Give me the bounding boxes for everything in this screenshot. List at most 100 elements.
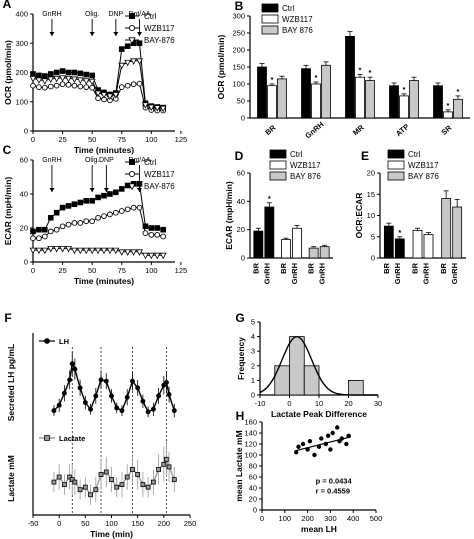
- injection-arrowhead: [137, 32, 142, 36]
- data-point: [148, 225, 155, 231]
- bar: [319, 246, 330, 259]
- significance-marker: *: [268, 194, 271, 203]
- bar: [267, 85, 277, 119]
- legend-swatch: [387, 160, 405, 170]
- injection-label: DNP: [99, 157, 114, 164]
- data-point: [112, 92, 120, 99]
- data-point: [106, 93, 114, 100]
- bar: [394, 238, 405, 259]
- data-point: [130, 467, 135, 472]
- gaussian-fit: [259, 335, 378, 396]
- panel-label: F: [4, 311, 11, 325]
- injection-label: Rot/AA: [128, 11, 151, 18]
- injection-arrowhead: [49, 32, 55, 36]
- data-point: [154, 225, 161, 231]
- data-point: [82, 78, 90, 85]
- data-point: [154, 231, 161, 238]
- y-tick-label: 20: [20, 224, 28, 233]
- category-label: MR: [351, 123, 366, 138]
- x-tick-label: -50: [28, 519, 39, 528]
- legend-label: Ctrl: [290, 150, 303, 159]
- bar-label: BR: [307, 262, 316, 273]
- data-point: [171, 408, 177, 414]
- y-tick-label: 40: [237, 197, 245, 206]
- data-point: [59, 245, 67, 253]
- legend-label: WZB117: [290, 161, 321, 170]
- injection-label: GnRH: [42, 157, 61, 164]
- data-point: [51, 408, 57, 414]
- data-point: [83, 84, 90, 90]
- data-point: [130, 58, 138, 65]
- bar: [409, 80, 419, 119]
- legend-label: WZB117: [282, 15, 313, 24]
- x-tick-label: 20: [344, 399, 352, 408]
- bar: [433, 85, 443, 119]
- data-point: [41, 233, 48, 240]
- bar: [452, 206, 463, 259]
- x-axis-label: Time (min): [90, 529, 133, 539]
- x-tick-label: 100: [105, 519, 118, 528]
- panel-label: C: [3, 143, 12, 157]
- y-axis-label: ECAR (mpH/min): [3, 177, 13, 246]
- data-point: [130, 204, 137, 211]
- data-point: [112, 247, 120, 255]
- legend-label: Lactate: [59, 434, 85, 443]
- data-point: [136, 249, 143, 256]
- data-point: [107, 191, 113, 197]
- scatter-point: [300, 441, 306, 447]
- data-point: [118, 249, 126, 256]
- data-point: [129, 378, 135, 384]
- data-point: [145, 409, 151, 415]
- bar: [389, 85, 399, 119]
- data-point: [107, 211, 113, 218]
- bar: [443, 111, 453, 119]
- bar-label: BR: [251, 262, 260, 273]
- data-point: [47, 228, 54, 235]
- y-tick-label: 140: [244, 429, 257, 438]
- y-tick-label: 4: [251, 332, 255, 341]
- x-tick-label: 50: [88, 135, 96, 144]
- data-point: [140, 398, 146, 404]
- data-point: [71, 220, 78, 226]
- x-tick-label: 50: [81, 519, 89, 528]
- data-point: [106, 247, 114, 255]
- x-tick-label: 125: [175, 135, 188, 144]
- data-point: [62, 482, 67, 488]
- data-point: [135, 385, 141, 391]
- bar: [365, 80, 375, 119]
- y-tick-label: 20: [249, 495, 257, 504]
- data-point: [114, 405, 120, 411]
- data-point: [77, 83, 84, 90]
- data-point: [159, 105, 167, 113]
- scatter-point: [296, 444, 301, 449]
- y-axis-label-bottom: Lactate mM: [6, 455, 16, 502]
- x-tick-label: 0: [31, 135, 35, 144]
- bar: [453, 98, 463, 119]
- bar: [321, 64, 331, 119]
- x-tick-label: 75: [118, 266, 126, 275]
- x-tick-label: 10: [315, 399, 323, 408]
- legend-marker: [128, 183, 136, 191]
- y-axis-label: Frequency: [236, 337, 246, 380]
- data-point: [41, 78, 49, 85]
- bar-label: BR: [382, 262, 391, 273]
- data-point: [135, 472, 141, 477]
- data-point: [51, 479, 57, 485]
- data-point: [76, 77, 84, 84]
- data-point: [89, 197, 95, 204]
- data-point: [118, 46, 125, 52]
- injection-arrowhead: [49, 188, 55, 192]
- data-point: [150, 479, 156, 485]
- y-tick-label: 0: [241, 254, 245, 263]
- data-point: [130, 249, 138, 256]
- data-point: [118, 62, 126, 70]
- category-label: SR: [440, 123, 454, 137]
- data-point: [136, 80, 143, 87]
- data-point: [100, 92, 108, 99]
- bar: [383, 225, 394, 259]
- panel-label: E: [361, 149, 369, 163]
- bar-label: GnRH: [393, 263, 402, 284]
- histogram-bar: [348, 379, 364, 396]
